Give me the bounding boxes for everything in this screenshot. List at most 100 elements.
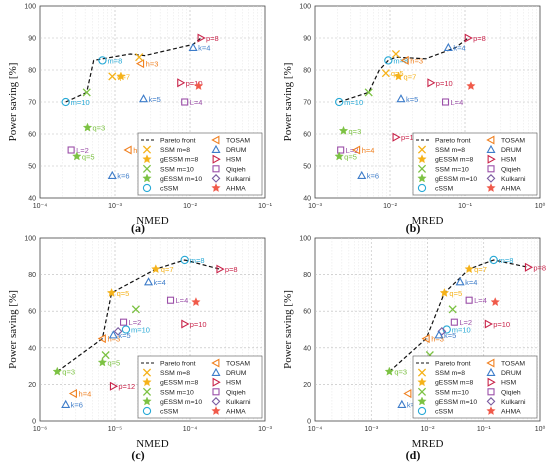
- legend-box: [412, 132, 538, 196]
- point-label: m=8: [190, 256, 205, 265]
- legend-marker: [486, 406, 496, 415]
- panel-label: (c): [131, 448, 144, 462]
- legend-entry: cSSM: [160, 409, 178, 416]
- legend-entry: HSM: [226, 380, 241, 387]
- y-tick-label: 50: [303, 164, 311, 171]
- legend-entry: AHMA: [226, 409, 246, 416]
- y-tick-label: 40: [303, 345, 311, 352]
- data-point: [121, 325, 131, 334]
- point-label: L=4: [474, 296, 487, 305]
- point-label: h=3: [410, 56, 423, 65]
- x-tick-label: 10⁻¹: [458, 203, 472, 210]
- point-label: k=4: [465, 278, 477, 287]
- data-point: [364, 88, 373, 97]
- legend-entry: Kulkarni: [501, 176, 526, 183]
- y-tick-label: 0: [32, 419, 36, 426]
- point-label: h=3: [107, 335, 120, 344]
- legend-marker: [417, 154, 427, 164]
- data-point: [400, 55, 409, 65]
- data-point: [61, 97, 70, 107]
- data-point: [166, 296, 175, 304]
- data-point: [396, 94, 406, 103]
- data-point: [135, 59, 145, 69]
- y-tick-label: 60: [303, 132, 311, 139]
- data-point: [61, 399, 71, 408]
- data-point: [131, 305, 140, 314]
- legend-entry: TOSAM: [226, 138, 250, 145]
- data-point: [443, 42, 453, 52]
- legend-marker: [142, 145, 152, 154]
- y-tick-label: 100: [299, 236, 311, 243]
- y-tick-label: 40: [28, 196, 36, 203]
- x-tick-label: 10⁻²: [421, 426, 435, 433]
- data-point: [97, 334, 106, 344]
- panel-label: (b): [406, 221, 421, 235]
- legend-entry: TOSAM: [226, 361, 250, 368]
- legend-marker: [212, 165, 220, 173]
- data-point: [489, 255, 498, 265]
- legend-entry: TOSAM: [501, 361, 525, 368]
- x-tick-label: 10⁻³: [108, 203, 122, 210]
- point-label: L=4: [176, 296, 189, 305]
- data-point: [421, 334, 430, 344]
- data-point: [191, 297, 201, 307]
- point-label: h=3: [431, 335, 444, 344]
- legend-entry: Pareto front: [435, 361, 471, 368]
- point-label: m=10: [71, 98, 90, 107]
- data-point: [465, 296, 473, 304]
- data-point: [357, 170, 367, 180]
- legend-marker: [417, 183, 427, 193]
- x-tick-label: 10⁻¹: [477, 426, 491, 433]
- point-label: k=5: [406, 95, 418, 104]
- legend-entry: Qiqieh: [226, 166, 246, 173]
- legend-entry: SSM m=8: [160, 370, 190, 377]
- data-point: [393, 71, 404, 81]
- x-tick-label: 10⁰: [535, 425, 546, 433]
- legend-entry: cSSM: [435, 186, 453, 193]
- legend-entry: Kulkarni: [226, 176, 251, 183]
- data-point: [123, 145, 132, 155]
- y-tick-label: 100: [24, 4, 36, 11]
- legend-marker: [417, 406, 427, 416]
- data-point: [397, 399, 407, 408]
- legend-entry: SSM m=10: [435, 166, 469, 173]
- legend-entry: DRUM: [501, 147, 522, 154]
- point-label: q=3: [93, 124, 106, 133]
- data-point: [337, 146, 345, 154]
- legend-marker: [211, 397, 221, 406]
- data-point: [216, 264, 225, 274]
- data-point: [384, 366, 395, 376]
- legend-marker: [142, 396, 152, 406]
- chart-panel-3: 10⁻⁶ 10⁻⁵ 10⁻⁴ 10⁻³ 0 20 40 60 80 100 NMED Power sa…: [7, 236, 273, 463]
- data-point: [180, 255, 189, 265]
- point-label: h=3: [146, 60, 159, 69]
- legend-marker: [417, 368, 427, 377]
- point-label: k=4: [198, 44, 210, 53]
- data-point: [441, 98, 450, 106]
- legend-entry: gESSM m=10: [435, 176, 477, 183]
- point-label: q=5: [449, 289, 462, 298]
- legend-entry: AHMA: [226, 186, 246, 193]
- legend-entry: HSM: [501, 157, 516, 164]
- y-tick-label: 60: [303, 309, 311, 316]
- data-point: [108, 72, 117, 81]
- data-point: [464, 33, 473, 43]
- point-label: q=7: [404, 72, 417, 81]
- legend-marker: [211, 174, 221, 183]
- legend-marker: [417, 396, 427, 406]
- x-tick-label: 10⁰: [535, 202, 546, 210]
- point-label: q=5: [82, 152, 95, 161]
- legend-entry: gESSM m=10: [435, 399, 477, 406]
- data-point: [177, 78, 186, 88]
- data-point: [439, 287, 450, 297]
- point-label: L=2: [346, 146, 359, 155]
- legend-marker: [211, 144, 221, 154]
- legend-entry: gESSM m=8: [435, 157, 474, 164]
- data-point: [101, 351, 110, 360]
- data-point: [151, 264, 161, 274]
- y-axis-label: Power saving [%]: [282, 290, 294, 369]
- point-label: L=2: [76, 146, 89, 155]
- y-tick-label: 20: [28, 382, 36, 389]
- point-label: h=4: [79, 390, 92, 399]
- legend-marker: [486, 183, 496, 192]
